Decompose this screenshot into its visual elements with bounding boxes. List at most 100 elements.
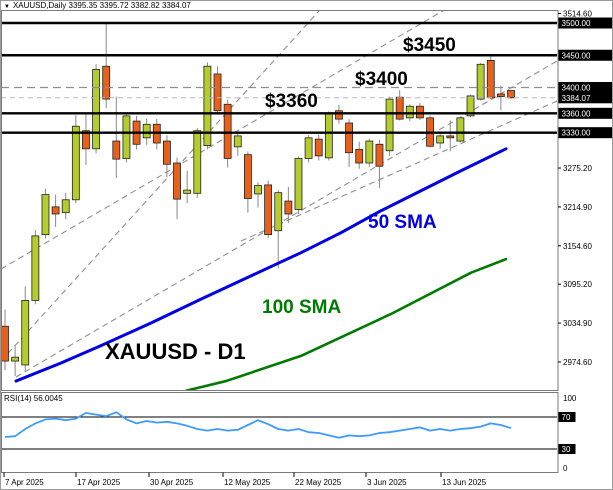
price-level-badge-label: 3500.00 [562, 19, 591, 28]
rsi-line [4, 411, 512, 439]
bearish-candle-body [314, 138, 323, 157]
rsi-pane [2, 411, 557, 450]
bullish-candle-body [183, 189, 192, 194]
rsi-indicator-label: RSI(14) 56.0045 [4, 394, 63, 403]
sma-100-line[interactable] [184, 257, 508, 391]
price-level-badge [558, 127, 612, 139]
dashed-trendline-4[interactable] [240, 100, 557, 242]
bearish-candle-body [335, 110, 343, 120]
bullish-candle-body [365, 140, 374, 164]
bearish-candle-body [446, 135, 455, 139]
dashed-trendline-1[interactable] [1, 9, 446, 270]
annotation-label-100-sma[interactable]: 100 SMA [262, 297, 341, 318]
price-level-badge-label: 3450.00 [562, 51, 591, 60]
chart-titlebar: ▼ XAUUSD,Daily 3395.35 3395.72 3382.82 33… [1, 1, 612, 10]
price-axis-label: 3514.60 [563, 10, 592, 19]
bearish-candle-body [82, 130, 90, 150]
bearish-candle-body [213, 73, 222, 112]
bearish-candle-body [507, 90, 515, 99]
rsi-level-badge-label: 70 [562, 413, 571, 422]
bearish-candle-body [486, 60, 495, 99]
time-axis-label: 30 Apr 2025 [150, 478, 194, 487]
bullish-candle-body [92, 69, 100, 150]
sma-50-line[interactable] [14, 147, 508, 383]
price-axis-label: 3275.20 [563, 164, 592, 173]
rsi-level-badge [558, 444, 576, 454]
bullish-candle-body [385, 98, 394, 152]
bullish-candle-body [456, 117, 465, 142]
annotation-label-3450[interactable]: $3450 [403, 35, 456, 56]
rsi-level-badge [558, 412, 576, 422]
annotation-labels-group: $3450 $3400 $3360 50 SMA 100 SMA XAUUSD - D1 [105, 35, 456, 364]
bullish-candle-body [41, 194, 50, 236]
bearish-candle-body [355, 149, 364, 164]
bullish-candle-body [203, 65, 212, 146]
chart-title: XAUUSD,Daily 3395.35 3395.72 3382.82 338… [12, 1, 191, 10]
price-level-badge-label: 3400.00 [562, 84, 591, 93]
bullish-candle-body [254, 185, 262, 195]
current-price-badge-label: 3384.07 [562, 94, 591, 103]
bullish-candle-body [193, 130, 202, 194]
rsi-axis-label: 100 [563, 394, 577, 403]
dashed-trendline-2[interactable] [1, 11, 320, 361]
bullish-candle-body [324, 113, 333, 159]
bearish-candle-body [284, 200, 293, 215]
time-axis-label: 22 May 2025 [295, 478, 342, 487]
bullish-candle-body [405, 105, 414, 119]
current-price-badge [558, 92, 612, 104]
rsi-pane-frame [1, 392, 559, 473]
price-axis-label: 2974.60 [563, 358, 592, 367]
price-level-badge [558, 49, 612, 61]
price-axis-label: 3034.90 [563, 319, 592, 328]
bearish-candle-body [375, 143, 384, 167]
bearish-candle-body [112, 140, 121, 160]
rsi-level-badge-label: 30 [562, 445, 571, 454]
bearish-candle-body [2, 325, 9, 362]
bullish-candle-body [71, 125, 80, 201]
bullish-candle-body [122, 115, 131, 159]
price-level-badge [558, 17, 612, 29]
price-axis-label: 3154.60 [563, 242, 592, 251]
bearish-candle-body [223, 103, 232, 159]
bullish-candle-body [466, 95, 475, 117]
bearish-candle-body [243, 154, 252, 199]
bullish-candle-body [233, 135, 242, 148]
bullish-candle-body [61, 199, 70, 214]
bearish-candle-body [102, 65, 111, 100]
bearish-candle-body [395, 96, 404, 120]
bearish-candle-body [416, 105, 424, 119]
bullish-candle-body [274, 192, 283, 232]
time-axis-label: 12 May 2025 [224, 478, 271, 487]
time-axis-label: 3 Jun 2025 [367, 478, 407, 487]
bullish-candle-body [436, 135, 445, 144]
chart-symbol-dropdown-icon[interactable]: ▼ [4, 4, 10, 10]
bullish-candle-body [142, 123, 151, 139]
time-axis-label: 7 Apr 2025 [5, 478, 44, 487]
bearish-candle-body [173, 162, 181, 200]
bearish-candle-body [51, 206, 60, 215]
annotation-label-50-sma[interactable]: 50 SMA [368, 212, 437, 233]
bullish-candle-body [294, 158, 303, 210]
rsi-axis-label: 0 [563, 464, 568, 473]
price-axis-label: 3214.90 [563, 203, 592, 212]
annotation-label-xauusd-d1[interactable]: XAUUSD - D1 [105, 339, 246, 364]
annotation-label-3400[interactable]: $3400 [355, 69, 408, 90]
price-level-badge [558, 82, 612, 94]
time-axis-label: 13 Jun 2025 [442, 478, 487, 487]
price-level-badge-label: 3330.00 [562, 129, 591, 138]
time-axis: 7 Apr 2025 17 Apr 2025 30 Apr 2025 12 May 2… [3, 472, 487, 487]
bullish-candle-body [31, 235, 40, 301]
bearish-candle-body [345, 122, 353, 154]
price-axis: 3514.60 3275.20 3214.90 3154.60 3095.20 3034.… [558, 10, 612, 367]
annotation-label-3360[interactable]: $3360 [265, 91, 318, 112]
main-pane [1, 9, 557, 391]
bearish-candle-body [163, 140, 171, 165]
bullish-candle-body [11, 356, 20, 362]
bullish-candle-body [304, 137, 313, 159]
time-axis-label: 17 Apr 2025 [77, 478, 121, 487]
price-axis-label: 3095.20 [563, 280, 592, 289]
price-level-badge-label: 3360.00 [562, 109, 591, 118]
price-level-badge [558, 107, 612, 119]
